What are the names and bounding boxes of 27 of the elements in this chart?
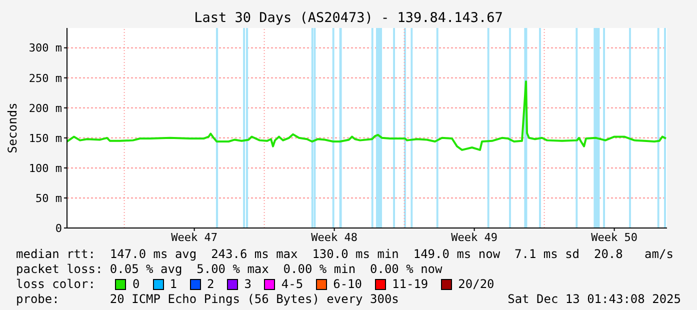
text: probe: 20 ICMP Echo Pings (56 Bytes) every 300s xyxy=(16,292,399,307)
legend-label: 20/20 xyxy=(458,277,494,292)
y-tick-label: 50 m xyxy=(36,192,62,205)
y-tick-label: 300 m xyxy=(28,42,62,55)
legend-label: 0 xyxy=(132,277,140,292)
y-tick-label: 250 m xyxy=(28,72,62,85)
text: packet loss: 0.05 % avg 5.00 % max 0.00 % min 0.00 % now xyxy=(16,262,444,277)
text: Sat Dec 13 01:43:08 2025 xyxy=(508,292,681,307)
x-tick-label: Week 47 xyxy=(171,230,218,244)
y-tick-label: 150 m xyxy=(28,132,62,145)
chart-title: Last 30 Days (AS20473) - 139.84.143.67 xyxy=(193,10,504,26)
text: loss color: xyxy=(16,277,96,292)
x-tick-label: Week 49 xyxy=(451,230,498,244)
legend-label: 11-19 xyxy=(392,277,428,292)
y-axis-title: Seconds xyxy=(5,102,20,154)
legend-label: 3 xyxy=(244,277,252,292)
x-tick-label: Week 48 xyxy=(311,230,358,244)
y-tick-label: 200 m xyxy=(28,102,62,115)
y-tick-label: 100 m xyxy=(28,162,62,175)
x-tick-label: Week 50 xyxy=(591,230,638,244)
legend-label: 2 xyxy=(206,277,214,292)
y-tick-label: 0 xyxy=(55,222,62,235)
text: median rtt: 147.0 ms avg 243.6 ms max 130.0 ms min 149.0 ms now 7.1 ms sd 20.8 am/s xyxy=(16,247,674,262)
line-series xyxy=(67,80,667,151)
legend-label: 1 xyxy=(170,277,177,292)
legend-label: 6-10 xyxy=(333,277,362,292)
legend-label: 4-5 xyxy=(281,277,304,292)
